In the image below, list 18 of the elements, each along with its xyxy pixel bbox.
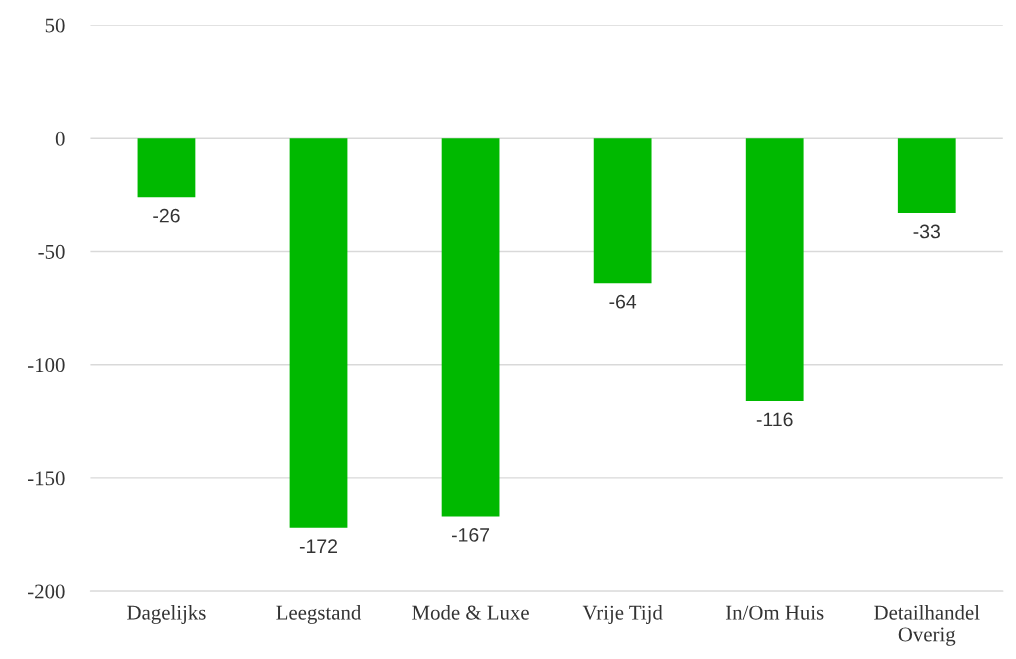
- data-label: -64: [609, 294, 637, 309]
- y-tick-label: -100: [28, 358, 65, 373]
- y-tick-label: -50: [38, 244, 65, 259]
- data-label: -172: [299, 539, 337, 553]
- x-tick-label: Leegstand: [276, 605, 362, 624]
- x-tick-label: Vrije Tijd: [582, 605, 663, 624]
- x-tick-label: In/Om Huis: [725, 605, 824, 620]
- x-tick-label: Detailhandel Overig: [874, 605, 980, 646]
- data-label: -26: [153, 208, 180, 223]
- y-tick-label: 0: [55, 131, 65, 146]
- y-tick-label: 50: [45, 18, 65, 33]
- y-tick-label: -150: [28, 471, 65, 486]
- data-label: -33: [913, 224, 940, 239]
- y-tick-label: -200: [28, 584, 65, 599]
- data-label: -167: [451, 528, 490, 542]
- x-tick-label: Dagelijks: [127, 605, 206, 624]
- data-label: -116: [756, 412, 793, 427]
- x-tick-label: Mode & Luxe: [412, 605, 529, 620]
